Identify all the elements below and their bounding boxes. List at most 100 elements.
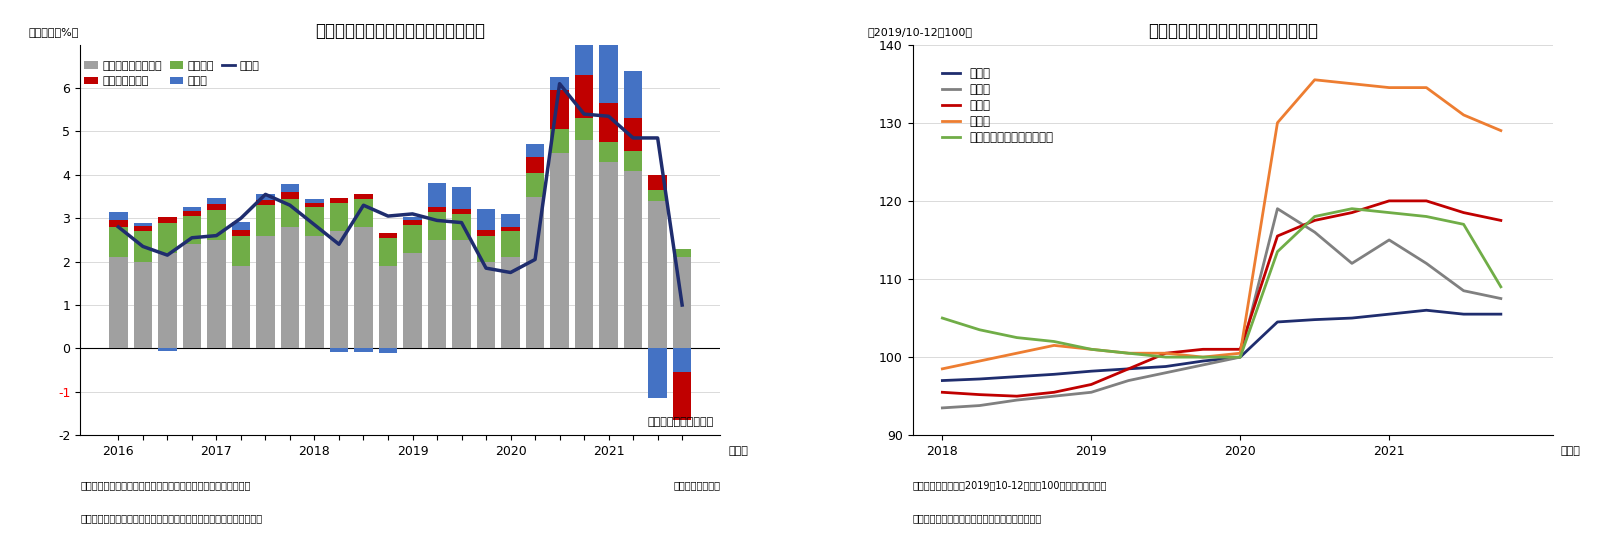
総貸出 <box>933 377 953 384</box>
Bar <box>427 240 447 348</box>
飲食業 <box>1342 80 1361 87</box>
生活関連サービス・娯楽業 <box>1044 338 1063 345</box>
Bar <box>453 240 471 348</box>
飲食業 <box>1119 350 1138 357</box>
総貸出 <box>1491 311 1510 318</box>
飲食業 <box>1082 346 1101 353</box>
生活関連サービス・娯楽業 <box>1156 354 1175 360</box>
宿泊業 <box>1342 209 1361 216</box>
Bar <box>232 230 250 235</box>
Bar <box>306 235 323 348</box>
製造業 <box>1156 369 1175 376</box>
製造業 <box>1454 287 1473 294</box>
宿泊業 <box>1417 198 1436 204</box>
宿泊業 <box>970 391 989 398</box>
Bar <box>183 244 202 348</box>
Bar <box>207 240 226 348</box>
Bar <box>158 218 176 223</box>
Text: （四半期末残ベース）: （四半期末残ベース） <box>648 417 714 427</box>
製造業 <box>1119 377 1138 384</box>
宿泊業 <box>1156 350 1175 357</box>
製造業 <box>1380 237 1399 243</box>
総貸出 <box>1342 315 1361 321</box>
Bar <box>648 201 668 348</box>
Text: （2019/10-12＝100）: （2019/10-12＝100） <box>868 27 973 37</box>
Bar <box>354 199 373 227</box>
Bar <box>599 25 618 103</box>
飲食業 <box>1454 112 1473 118</box>
総貸出 <box>1044 371 1063 378</box>
製造業 <box>1231 354 1250 360</box>
Line: 飲食業: 飲食業 <box>943 80 1500 369</box>
Bar <box>575 118 594 140</box>
Bar <box>133 223 152 226</box>
Bar <box>624 118 642 151</box>
Legend: その他産業・個人等, 対面サービス業, 不動産業, 製造業, 総貸出: その他産業・個人等, 対面サービス業, 不動産業, 製造業, 総貸出 <box>80 56 264 91</box>
Bar <box>158 253 176 348</box>
Bar <box>280 199 299 227</box>
Bar <box>354 227 373 348</box>
Bar <box>525 196 544 348</box>
Bar <box>379 233 397 238</box>
Bar <box>354 348 373 352</box>
Bar <box>232 222 250 230</box>
Bar <box>330 203 347 231</box>
総貸出 <box>1454 311 1473 318</box>
Bar <box>624 71 642 118</box>
Bar <box>453 214 471 240</box>
Text: 対面サービス業は、飲食、宿泊、生活関連サービス・娯楽業の合計: 対面サービス業は、飲食、宿泊、生活関連サービス・娯楽業の合計 <box>80 513 263 523</box>
Text: （年）: （年） <box>728 446 748 456</box>
Bar <box>477 209 495 230</box>
飲食業 <box>1417 84 1436 91</box>
Bar <box>280 184 299 192</box>
Text: （注）コロナ禍前の2019年10-12月期＝100とした指数に換算: （注）コロナ禍前の2019年10-12月期＝100とした指数に換算 <box>913 480 1106 490</box>
Bar <box>109 257 128 348</box>
Bar <box>133 226 152 231</box>
総貸出 <box>1231 354 1250 360</box>
宿泊業 <box>1380 198 1399 204</box>
生活関連サービス・娯楽業 <box>933 315 953 321</box>
Bar <box>256 200 275 205</box>
飲食業 <box>1305 76 1324 83</box>
Bar <box>501 231 520 257</box>
製造業 <box>1193 362 1212 368</box>
生活関連サービス・娯楽業 <box>1454 221 1473 228</box>
宿泊業 <box>1305 217 1324 224</box>
Bar <box>427 206 447 211</box>
宿泊業 <box>1044 389 1063 396</box>
Bar <box>525 157 544 172</box>
Legend: 総貸出, 製造業, 宿泊業, 飲食業, 生活関連サービス・娯楽業: 総貸出, 製造業, 宿泊業, 飲食業, 生活関連サービス・娯楽業 <box>938 62 1058 148</box>
Bar <box>551 90 568 129</box>
飲食業 <box>1156 350 1175 357</box>
飲食業 <box>1491 127 1510 134</box>
Bar <box>109 211 128 220</box>
生活関連サービス・娯楽業 <box>1119 350 1138 357</box>
Line: 製造業: 製造業 <box>943 209 1500 408</box>
Bar <box>256 205 275 235</box>
Bar <box>453 187 471 209</box>
飲食業 <box>1268 119 1287 126</box>
生活関連サービス・娯楽業 <box>1417 213 1436 220</box>
製造業 <box>1491 295 1510 302</box>
製造業 <box>1268 205 1287 212</box>
Text: （前年比：%）: （前年比：%） <box>29 27 78 37</box>
Bar <box>256 235 275 348</box>
宿泊業 <box>1007 393 1026 400</box>
Bar <box>280 192 299 199</box>
Bar <box>551 129 568 153</box>
Title: （図表６）主な業種別の貸出残高水準: （図表６）主な業種別の貸出残高水準 <box>1148 22 1318 40</box>
飲食業 <box>1007 350 1026 357</box>
生活関連サービス・娯楽業 <box>1268 248 1287 255</box>
Bar <box>232 266 250 348</box>
総貸出 <box>1268 319 1287 325</box>
Bar <box>575 140 594 348</box>
Bar <box>207 210 226 240</box>
Bar <box>379 348 397 353</box>
Bar <box>232 235 250 266</box>
Bar <box>133 231 152 262</box>
生活関連サービス・娯楽業 <box>1380 209 1399 216</box>
生活関連サービス・娯楽業 <box>1342 205 1361 212</box>
Bar <box>354 194 373 199</box>
Line: 生活関連サービス・娯楽業: 生活関連サービス・娯楽業 <box>943 209 1500 357</box>
Bar <box>551 153 568 348</box>
